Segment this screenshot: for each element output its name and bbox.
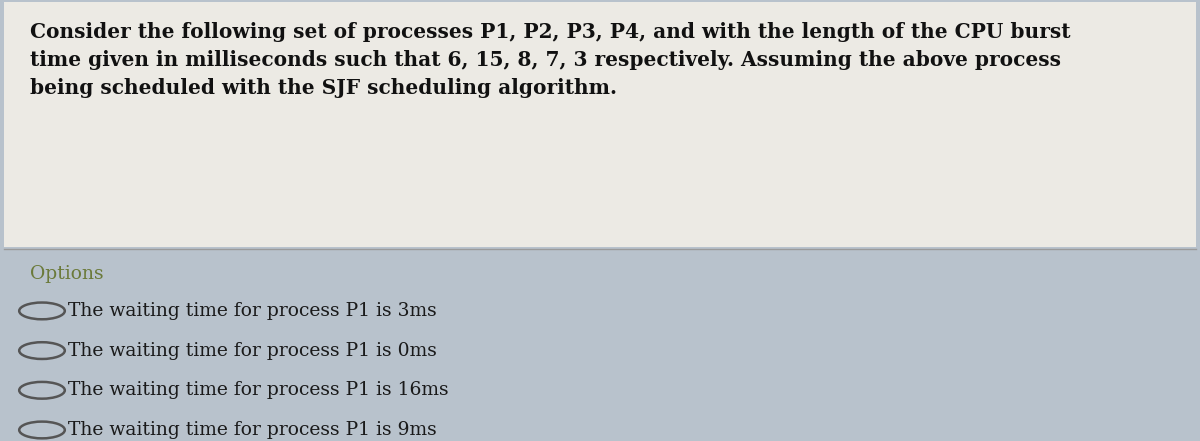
Ellipse shape [19, 303, 65, 319]
Text: time given in milliseconds such that 6, 15, 8, 7, 3 respectively. Assuming the a: time given in milliseconds such that 6, … [30, 50, 1061, 70]
Text: The waiting time for process P1 is 3ms: The waiting time for process P1 is 3ms [68, 302, 437, 320]
Text: The waiting time for process P1 is 16ms: The waiting time for process P1 is 16ms [68, 381, 449, 399]
Ellipse shape [19, 382, 65, 399]
Text: Options: Options [30, 265, 103, 283]
Bar [4, 2, 1196, 247]
Ellipse shape [19, 422, 65, 438]
Text: The waiting time for process P1 is 9ms: The waiting time for process P1 is 9ms [68, 421, 437, 439]
Text: The waiting time for process P1 is 0ms: The waiting time for process P1 is 0ms [68, 342, 437, 359]
Text: being scheduled with the SJF scheduling algorithm.: being scheduled with the SJF scheduling … [30, 78, 617, 98]
Ellipse shape [19, 342, 65, 359]
Text: Consider the following set of processes P1, P2, P3, P4, and with the length of t: Consider the following set of processes … [30, 22, 1070, 42]
